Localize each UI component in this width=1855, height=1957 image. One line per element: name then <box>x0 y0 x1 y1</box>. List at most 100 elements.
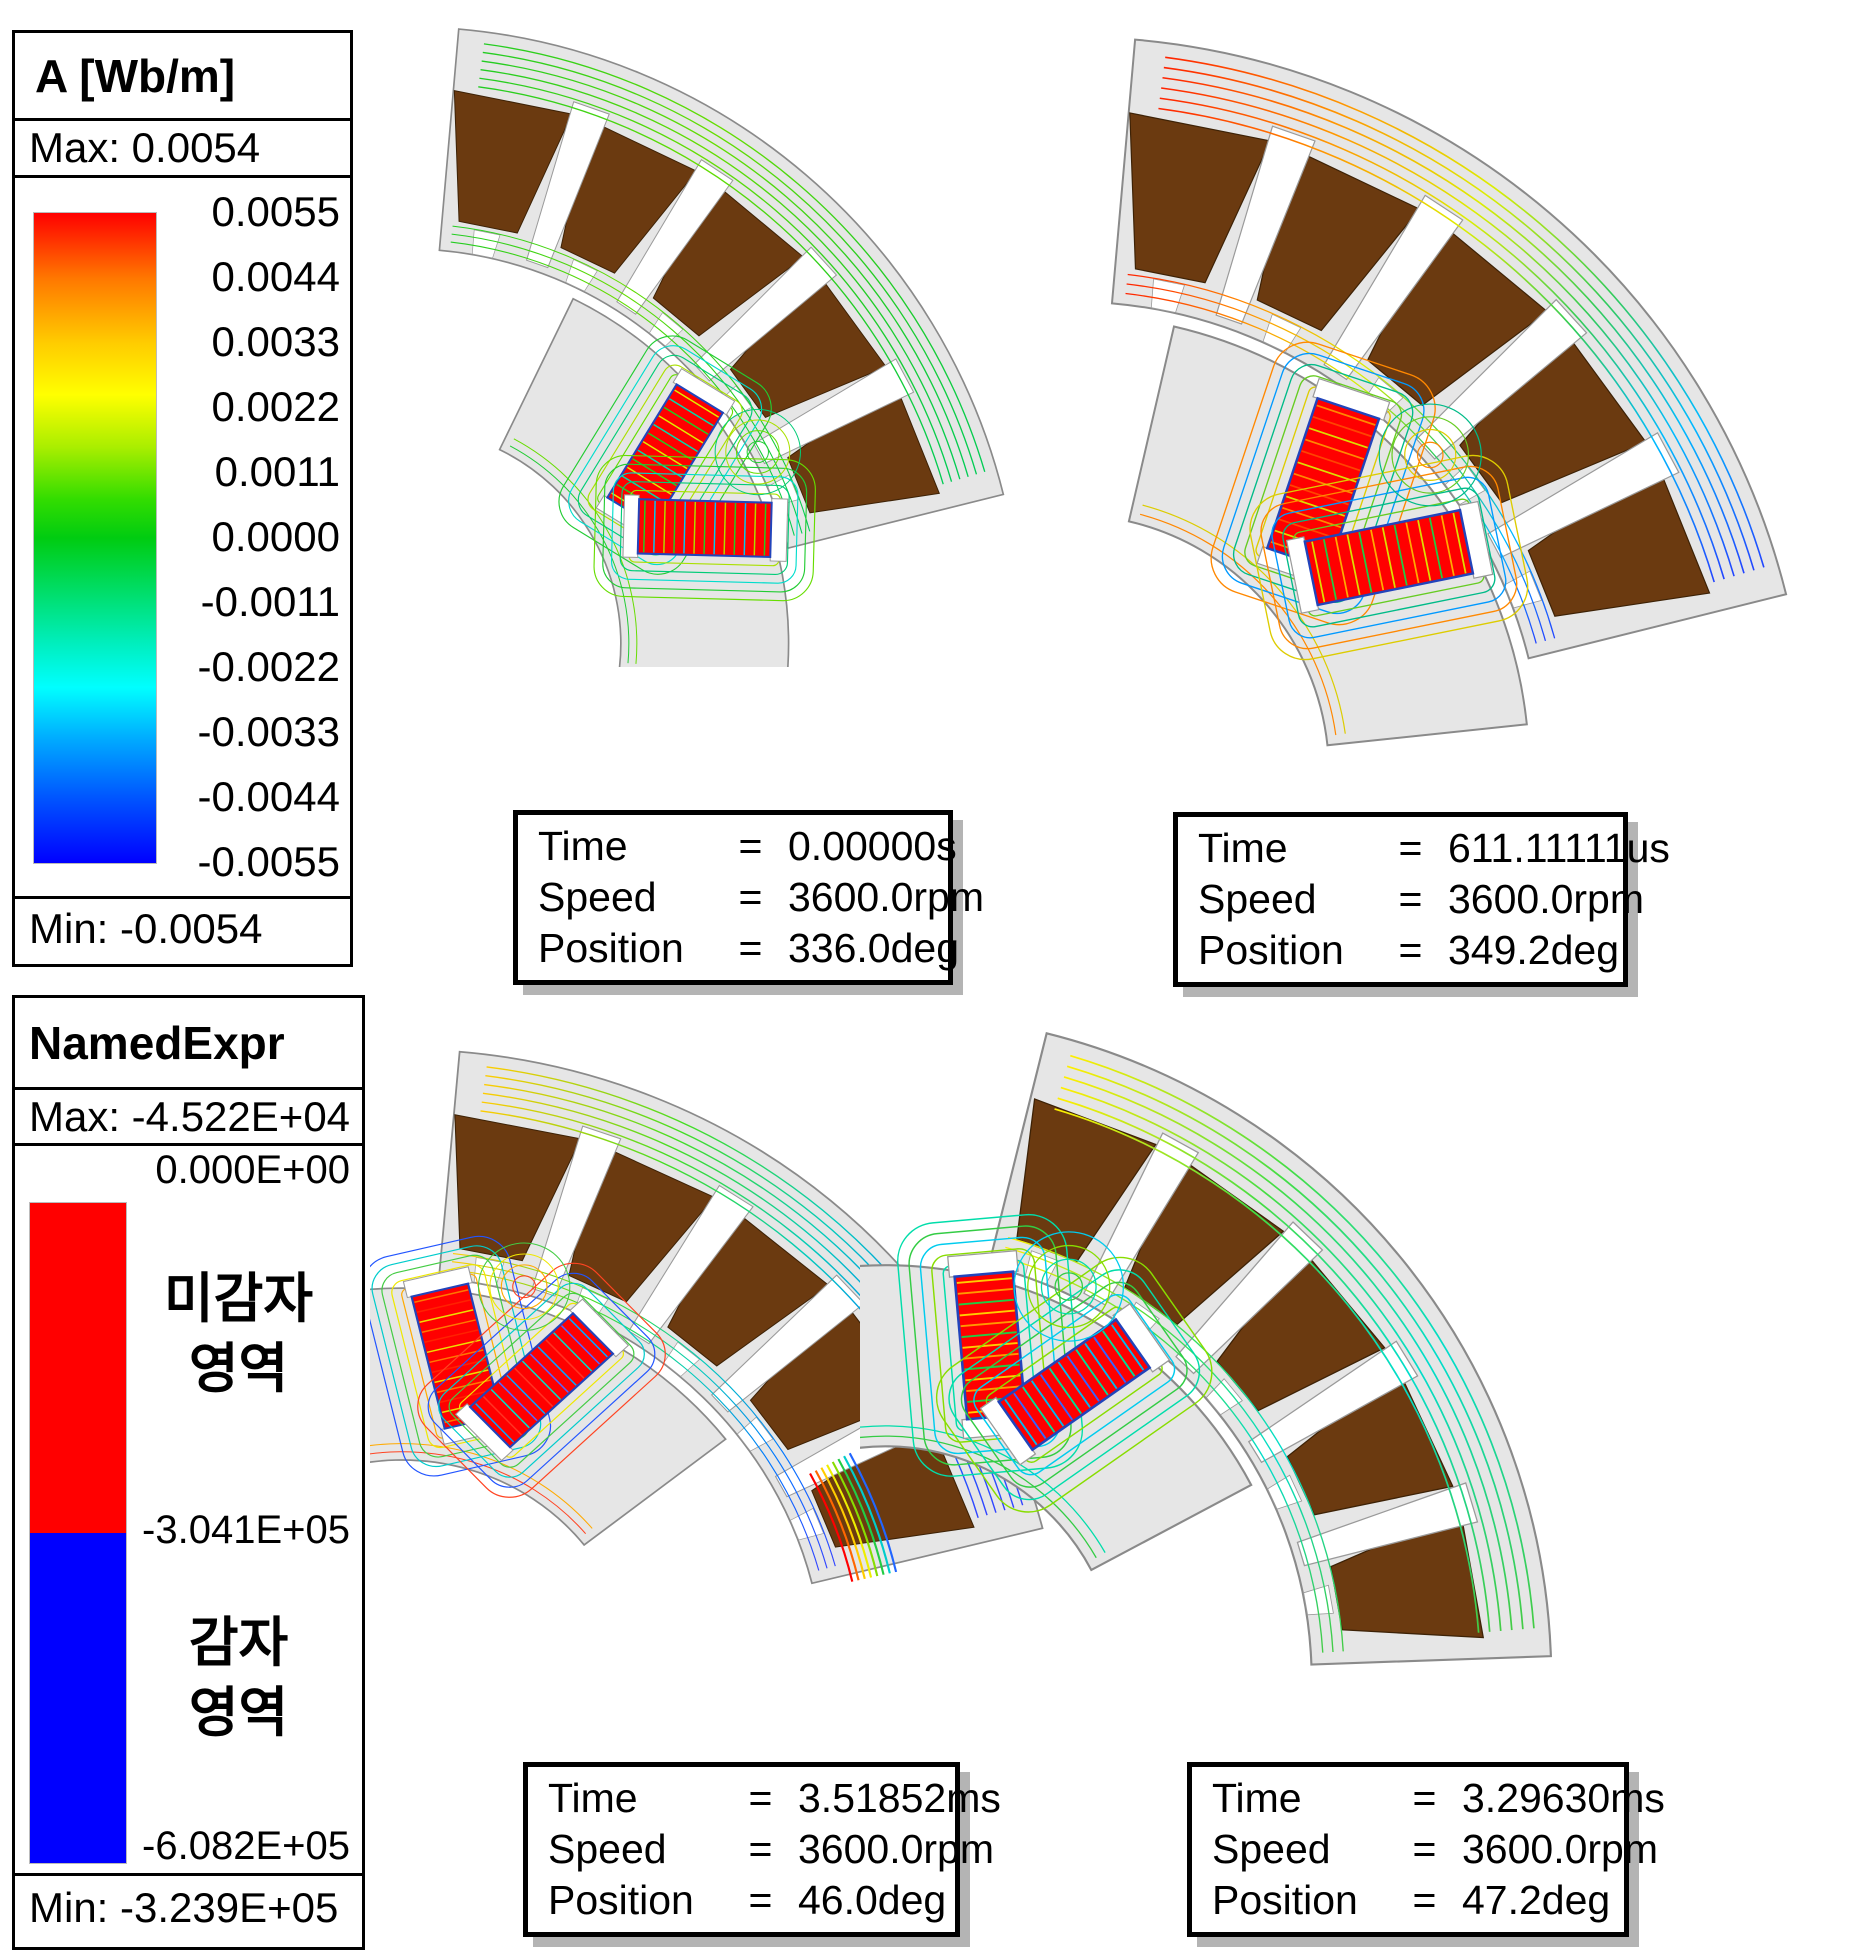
motor-cross-section <box>438 28 1005 667</box>
magnet-flux-hatch <box>431 1359 486 1374</box>
info-value: 46.0deg <box>798 1877 947 1923</box>
magnet-flux-hatch <box>514 1367 554 1408</box>
flux-loop <box>448 1292 635 1468</box>
magnet-flux-hatch <box>703 502 707 554</box>
info-value: 3600.0rpm <box>1462 1826 1659 1872</box>
magnet-flux-hatch <box>475 1403 515 1443</box>
flux-legend-tick: -0.0044 <box>197 773 340 820</box>
magnet-flux-hatch <box>683 501 687 554</box>
panel-t3_29ms: Time = 3.29630ms Speed = 3600.0rpm Position = 47… <box>860 1005 1850 1937</box>
flux-legend-ticks: 0.0055 0.0044 0.0033 0.0022 0.0011 0.0000 -0.0… <box>198 190 340 884</box>
magnet-flux-hatch <box>663 406 709 435</box>
slot-opening <box>1150 278 1185 313</box>
equals-sign: = <box>748 1775 773 1821</box>
healthy-region-label: 미감자 영역 <box>65 1264 412 1404</box>
magnet-flux-hatch <box>439 1389 494 1404</box>
info-value: 611.11111us <box>1448 825 1670 871</box>
flux-legend-tick: 0.0044 <box>211 253 340 300</box>
magnet-flux-hatch <box>1393 524 1408 586</box>
simulation-info-box: Time = 0.00000s Speed = 3600.0rpm Position = 336… <box>513 810 984 985</box>
slot-opening <box>473 1256 505 1287</box>
flux-legend-tick: 0.0055 <box>211 188 340 235</box>
airgap-flux-ring <box>1391 416 1470 494</box>
magnet-flux-hatch <box>1084 1342 1118 1390</box>
magnet-flux-hatch <box>537 1346 577 1386</box>
stator-slot-gap <box>1215 125 1316 325</box>
motor-cross-section <box>370 1050 1044 1585</box>
flux-legend-tick: 0.0000 <box>211 513 340 560</box>
info-label: Position <box>538 925 684 971</box>
magnet-flux-hatch <box>663 501 666 553</box>
airgap-flux-ring <box>746 440 769 464</box>
equals-sign: = <box>738 823 763 869</box>
airgap-flux-ring <box>1013 1231 1125 1342</box>
panel-t3_51ms: Time = 3.51852ms Speed = 3600.0rpm Position = 46… <box>370 1022 1055 1937</box>
airgap-flux-ring <box>1054 1272 1084 1301</box>
airgap-flux-ring <box>1378 403 1482 507</box>
stator-flux-lines <box>450 43 986 536</box>
equals-sign: = <box>748 1877 773 1923</box>
stator-slot-gap <box>1487 432 1680 559</box>
magnet-group <box>935 1256 1213 1513</box>
motor-cross-section <box>860 1032 1552 1666</box>
magnet-flux-hatch <box>957 1288 1013 1295</box>
magnet-flux-hatch <box>621 475 667 504</box>
stator-slot-gap <box>710 1274 865 1413</box>
magnet-flux-hatch <box>1030 1380 1065 1427</box>
panel-t0: Time = 0.00000s Speed = 3600.0rpm Position = 336… <box>375 0 1015 985</box>
magnet-flux-hatch <box>713 502 717 555</box>
airgap-flux-ring <box>735 430 780 474</box>
flux-loop <box>370 1235 552 1477</box>
slot-opening <box>649 312 684 347</box>
korean-label-line: 미감자 <box>163 1269 314 1329</box>
airgap-flux-ring <box>500 1264 548 1310</box>
magnet-flux-hatch <box>1358 531 1373 593</box>
flux-legend-min: Min: -0.0054 <box>29 905 263 952</box>
flux-loop <box>381 1254 532 1458</box>
flux-loop <box>593 454 816 602</box>
magnet-flux-hatch <box>553 1332 593 1372</box>
magnet-flux-hatch <box>1057 1361 1091 1408</box>
magnet-flux-hatch <box>436 1379 491 1394</box>
magnet-flux-hatch <box>966 1385 1022 1393</box>
info-row: Time = 3.29630ms <box>1192 1775 1665 1822</box>
info-row: Speed = 3600.0rpm <box>1178 876 1644 923</box>
flux-loop <box>1232 364 1414 603</box>
stator-slot-gap <box>1247 1340 1419 1464</box>
magnet-flux-hatch <box>560 1325 601 1365</box>
magnet-flux-hatch <box>1316 404 1376 426</box>
flux-loop <box>558 335 772 575</box>
airgap-flux-ring <box>1416 441 1444 469</box>
flux-legend-tick: -0.0033 <box>197 708 340 755</box>
info-label: Position <box>1198 927 1344 973</box>
stator-slot-gap <box>1323 194 1464 381</box>
magnet-flux-hatch <box>429 1349 484 1364</box>
slot-opening <box>1267 1474 1303 1510</box>
stator-slot-gap <box>753 358 915 465</box>
flux-loop <box>610 472 799 584</box>
flux-loop <box>948 1269 1201 1501</box>
stator-coil <box>454 1114 582 1262</box>
demag-legend-scale: 0.000E+00 미감자 영역 -3.041E+05 감자 영역 -6.082E+… <box>15 1146 362 1876</box>
equals-sign: = <box>738 925 763 971</box>
info-value: 3.29630ms <box>1462 1775 1665 1821</box>
magnet-flux-hatch <box>1278 518 1338 540</box>
info-value: 349.2deg <box>1448 927 1620 973</box>
korean-label-line: 영역 <box>188 1683 289 1743</box>
motor-cross-section <box>1110 38 1788 747</box>
equals-sign: = <box>1398 825 1423 871</box>
flux-legend-max: Max: 0.0054 <box>15 121 350 178</box>
stator <box>987 1032 1552 1666</box>
stator-slot-gap <box>628 1184 754 1345</box>
info-label: Speed <box>548 1826 667 1872</box>
magnet-flux-hatch <box>1370 529 1385 591</box>
info-value: 0.00000s <box>788 823 957 869</box>
magnet-flux-hatch <box>961 1331 1017 1338</box>
magnet-flux-hatch <box>1381 527 1396 588</box>
magnet-flux-hatch <box>426 1339 481 1354</box>
stator-coil <box>453 89 573 234</box>
magnet-flux-hatch <box>1066 1355 1100 1402</box>
flux-barrier-pocket <box>622 494 640 558</box>
slot-opening <box>736 1416 774 1452</box>
stator-slot-gap <box>693 246 838 382</box>
